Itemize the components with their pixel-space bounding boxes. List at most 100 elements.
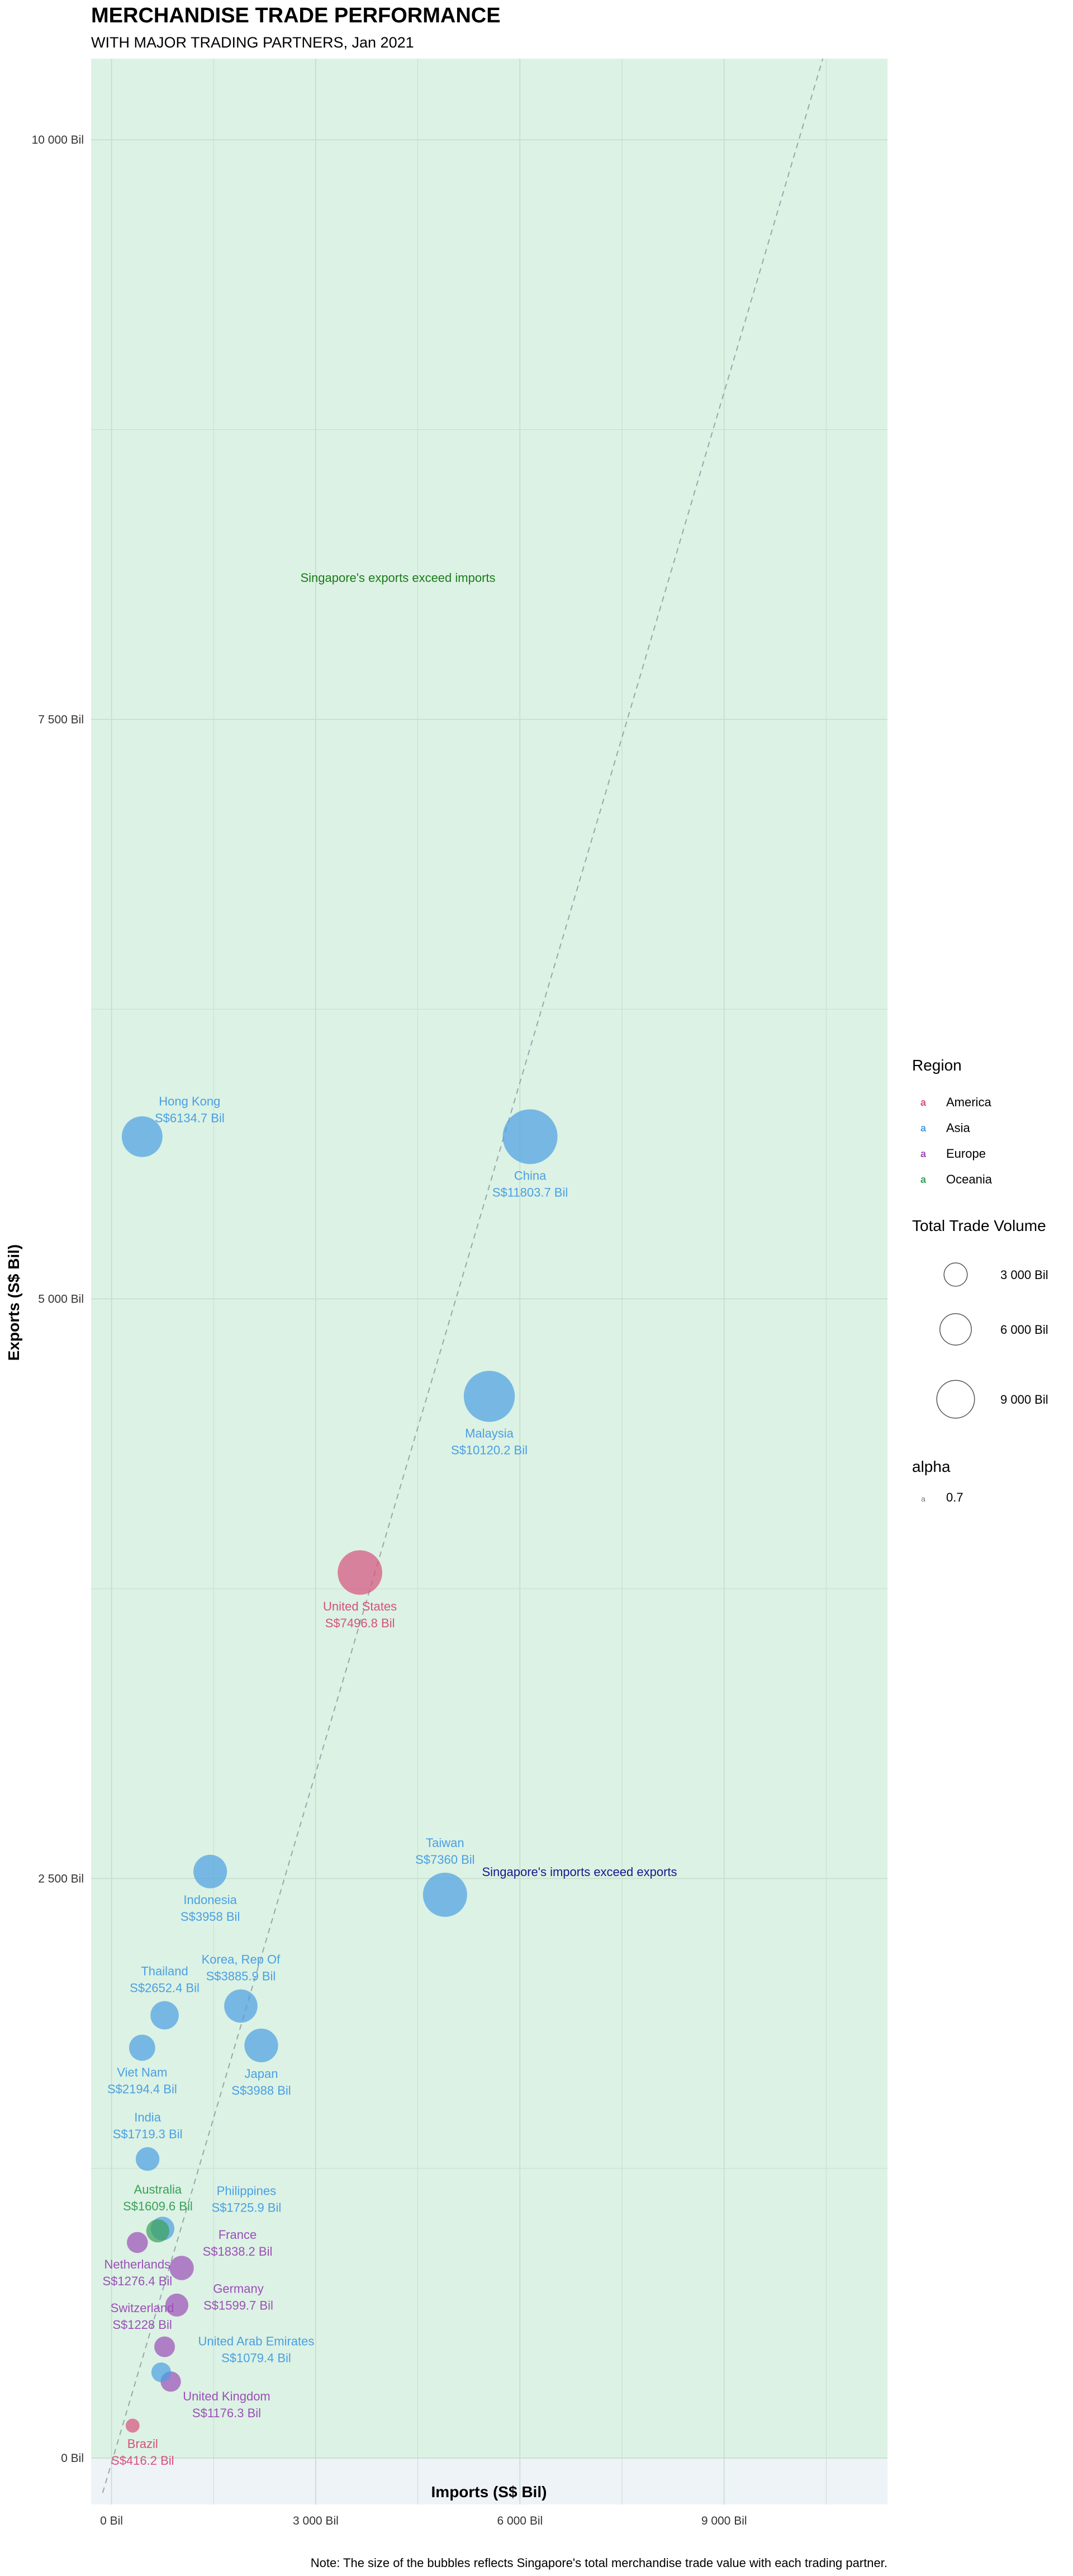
bubble-malaysia xyxy=(463,1371,515,1422)
bubble-label-value: S$1228 Bil xyxy=(112,2318,172,2332)
parity-line xyxy=(102,58,824,2493)
legend-region-key: a xyxy=(920,1097,927,1108)
x-axis-title: Imports (S$ Bil) xyxy=(431,2483,547,2501)
exports-exceed-annotation: Singapore's exports exceed imports xyxy=(300,571,495,585)
bubble-korea-rep-of xyxy=(224,1989,258,2023)
legend-size-label: 9 000 Bil xyxy=(1000,1393,1048,1407)
bubble-label-value: S$2194.4 Bil xyxy=(107,2082,177,2096)
bubble-label-name: Korea, Rep Of xyxy=(202,1953,281,1967)
legend-alpha-title: alpha xyxy=(912,1458,951,1475)
legend-alpha-value: 0.7 xyxy=(946,1490,963,1504)
bubble-netherlands xyxy=(127,2232,148,2253)
chart-note: Note: The size of the bubbles reflects S… xyxy=(311,2556,887,2570)
bubble-united-states xyxy=(338,1550,382,1595)
bubble-japan xyxy=(244,2028,278,2063)
x-tick-label: 6 000 Bil xyxy=(497,2515,543,2527)
legend-region-key: a xyxy=(920,1123,927,1134)
y-tick-label: 7 500 Bil xyxy=(38,713,84,726)
legend-alpha-key: a xyxy=(921,1494,925,1503)
bubble-label-value: S$11803.7 Bil xyxy=(492,1185,568,1199)
bubble-label-name: Switzerland xyxy=(111,2301,174,2315)
bubble-label-name: Germany xyxy=(213,2281,263,2295)
bubble-label-name: Indonesia xyxy=(183,1893,237,1907)
bubble-label-name: Thailand xyxy=(141,1964,188,1978)
y-axis-ticks: 0 Bil 2 500 Bil 5 000 Bil 7 500 Bil 10 000 B… xyxy=(32,134,84,2465)
chart-subtitle: WITH MAJOR TRADING PARTNERS, Jan 2021 xyxy=(91,34,414,51)
parity-dashed-line xyxy=(102,58,824,2493)
bubble-label-name: France xyxy=(219,2228,257,2242)
bubble-label-name: India xyxy=(134,2110,161,2124)
bubble-label-value: S$1079.4 Bil xyxy=(221,2351,291,2365)
chart-title: MERCHANDISE TRADE PERFORMANCE xyxy=(91,4,501,27)
legend-size-circle xyxy=(936,1380,975,1419)
bubble-label-name: Australia xyxy=(134,2182,182,2196)
imports-exceed-region xyxy=(91,2458,887,2504)
bubble-label-name: Hong Kong xyxy=(159,1094,220,1108)
bubble-taiwan xyxy=(422,1872,467,1917)
bubble-label-value: S$1838.2 Bil xyxy=(203,2244,273,2258)
legend-region-title: Region xyxy=(912,1057,962,1074)
legend-size-circle xyxy=(939,1313,972,1346)
imports-exceed-annotation: Singapore's imports exceed exports xyxy=(482,1865,677,1879)
bubble-label-value: S$3958 Bil xyxy=(181,1910,240,1924)
bubble-label-value: S$1599.7 Bil xyxy=(203,2298,273,2312)
bubble-label-name: United Kingdom xyxy=(183,2389,270,2403)
x-tick-label: 0 Bil xyxy=(100,2515,123,2527)
bubble-label-value: S$3988 Bil xyxy=(231,2083,291,2097)
bubble-label-layer: China S$11803.7 Bil Hong Kong S$6134.7 Bil M… xyxy=(102,1094,568,2468)
bubble-label-value: S$2652.4 Bil xyxy=(130,1981,200,1995)
bubble-label-value: S$6134.7 Bil xyxy=(155,1111,225,1125)
bubble-switzerland xyxy=(154,2336,175,2357)
legend-size-label: 6 000 Bil xyxy=(1000,1323,1048,1337)
bubble-germany xyxy=(165,2293,189,2317)
bubble-thailand xyxy=(150,2001,179,2030)
y-tick-label: 5 000 Bil xyxy=(38,1293,84,1306)
legend-size-title: Total Trade Volume xyxy=(912,1217,1046,1234)
legend-region-label: Oceania xyxy=(946,1172,993,1186)
bubble-label-name: Malaysia xyxy=(465,1426,514,1440)
legend-size-label: 3 000 Bil xyxy=(1000,1268,1048,1282)
bubble-layer xyxy=(121,1109,558,2433)
x-axis-ticks: 0 Bil 3 000 Bil 6 000 Bil 9 000 Bil xyxy=(100,2515,747,2527)
bubble-label-name: Philippines xyxy=(217,2184,276,2198)
bubble-china xyxy=(502,1109,558,1164)
legend-size-items: 3 000 Bil 6 000 Bil 9 000 Bil xyxy=(936,1262,1048,1419)
bubble-label-name: United States xyxy=(323,1599,397,1613)
bubble-label-value: S$7360 Bil xyxy=(415,1853,474,1867)
bubble-label-name: Japan xyxy=(245,2067,278,2081)
y-tick-label: 0 Bil xyxy=(61,2452,84,2465)
bubble-india xyxy=(135,2147,160,2171)
legend-region-label: America xyxy=(946,1095,991,1109)
bubble-hong-kong xyxy=(121,1116,163,1157)
bubble-brazil xyxy=(125,2418,140,2433)
bubble-label-name: China xyxy=(514,1168,547,1182)
bubble-label-name: Viet Nam xyxy=(117,2065,167,2079)
legend-size-circle xyxy=(943,1262,968,1287)
y-tick-label: 2 500 Bil xyxy=(38,1872,84,1885)
x-tick-label: 9 000 Bil xyxy=(701,2515,747,2527)
bubble-viet-nam xyxy=(129,2034,155,2061)
y-axis-title: Exports (S$ Bil) xyxy=(5,1244,22,1361)
bubble-label-value: S$1276.4 Bil xyxy=(102,2274,172,2288)
bubble-label-value: S$1725.9 Bil xyxy=(212,2201,282,2215)
x-tick-label: 3 000 Bil xyxy=(293,2515,339,2527)
exports-exceed-region xyxy=(91,59,887,2459)
bubble-label-value: S$3885.9 Bil xyxy=(206,1969,276,1983)
legend: Region a America a Asia a Europe a Oceania Tota… xyxy=(912,1057,1048,1504)
bubble-indonesia xyxy=(193,1854,227,1888)
bubble-label-value: S$1719.3 Bil xyxy=(113,2127,183,2141)
bubble-label-name: United Arab Emirates xyxy=(198,2334,315,2348)
bubble-label-name: Netherlands xyxy=(105,2257,171,2271)
plot-background xyxy=(91,59,887,2504)
legend-region-key: a xyxy=(920,1174,927,1185)
bubble-label-value: S$7496.8 Bil xyxy=(325,1616,395,1630)
legend-region-label: Europe xyxy=(946,1147,986,1161)
bubble-australia xyxy=(146,2219,169,2243)
bubble-label-value: S$416.2 Bil xyxy=(111,2454,174,2468)
bubble-united-arab-emirates xyxy=(151,2362,172,2383)
y-tick-label: 10 000 Bil xyxy=(32,134,84,146)
legend-region-items: a America a Asia a Europe a Oceania xyxy=(920,1095,993,1186)
bubble-france xyxy=(169,2256,194,2280)
bubble-label-value: S$10120.2 Bil xyxy=(451,1443,528,1457)
